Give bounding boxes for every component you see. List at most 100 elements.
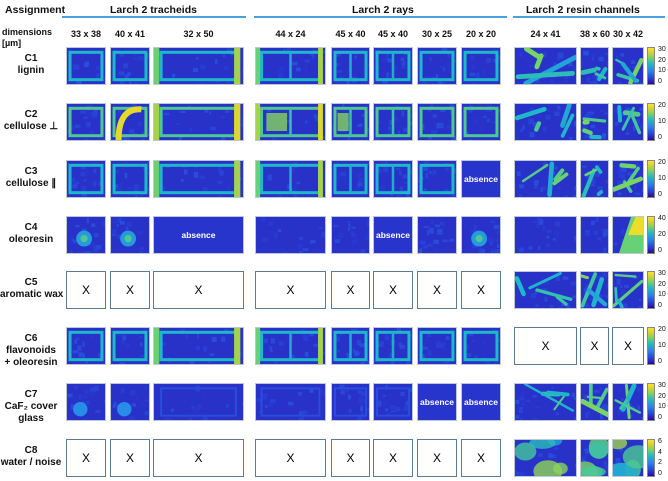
map-wall	[515, 106, 547, 121]
map-speckle	[542, 51, 547, 56]
map-speckle	[396, 328, 402, 332]
map-speckle	[482, 69, 486, 75]
map-speckle	[564, 195, 568, 197]
map-speckle	[90, 390, 95, 396]
raman-map-image	[515, 384, 576, 420]
map-speckle	[518, 247, 524, 253]
map-speckle	[605, 464, 608, 469]
map-speckle	[521, 403, 525, 407]
map-speckle	[388, 131, 391, 135]
map-speckle	[77, 252, 80, 253]
map-wall	[515, 276, 526, 297]
map-speckle	[489, 241, 494, 246]
map-speckle	[585, 284, 591, 291]
map-speckle	[581, 459, 585, 462]
map-speckle	[546, 235, 550, 239]
raman-map-image	[332, 384, 369, 420]
map-speckle	[597, 186, 604, 190]
map-speckle	[360, 414, 365, 420]
map-speckle	[84, 389, 90, 395]
map-speckle	[526, 399, 531, 403]
dimensions-label-line2: [µm]	[2, 38, 22, 48]
map-speckle	[406, 361, 410, 364]
map-speckle	[101, 83, 104, 84]
map-speckle	[225, 110, 230, 113]
raman-map-cell	[331, 47, 370, 85]
map-speckle	[439, 65, 445, 69]
map-speckle	[533, 418, 538, 420]
colorbar	[647, 271, 655, 309]
map-speckle	[551, 454, 557, 459]
map-speckle	[602, 251, 607, 253]
map-speckle	[357, 173, 362, 178]
map-speckle	[493, 225, 500, 230]
map-speckle	[617, 81, 622, 84]
map-wall	[614, 273, 637, 278]
map-wall	[581, 274, 589, 280]
map-speckle	[96, 419, 102, 420]
raman-map-image	[67, 161, 105, 197]
map-speckle	[589, 81, 595, 84]
raman-map-image	[515, 217, 576, 253]
map-speckle	[409, 54, 412, 61]
map-speckle	[84, 169, 90, 175]
map-speckle	[620, 229, 625, 235]
map-speckle	[632, 126, 636, 131]
map-speckle	[588, 161, 591, 165]
map-speckle	[263, 338, 268, 344]
map-wall	[234, 161, 241, 197]
map-speckle	[84, 139, 90, 140]
map-speckle	[315, 116, 321, 122]
map-speckle	[135, 194, 138, 197]
raman-map-cell	[373, 160, 413, 198]
map-speckle	[557, 52, 564, 59]
raman-map-cell	[331, 327, 370, 365]
map-speckle	[277, 194, 283, 197]
colorbar-tick-label: 0	[658, 470, 662, 477]
map-speckle	[395, 167, 401, 171]
raman-map-cell	[461, 47, 501, 85]
map-speckle	[71, 238, 75, 242]
map-speckle	[226, 79, 229, 84]
map-background	[111, 161, 149, 197]
map-speckle	[73, 64, 80, 71]
raman-map-image	[613, 272, 643, 308]
map-speckle	[619, 173, 626, 178]
map-speckle	[603, 232, 608, 238]
map-speckle	[283, 251, 288, 253]
row-name: cellulose ∥	[5, 178, 57, 189]
map-speckle	[472, 118, 479, 125]
column-dimension-label: 24 x 41	[530, 29, 561, 39]
map-speckle	[536, 180, 540, 183]
map-speckle	[584, 231, 590, 237]
raman-map-image	[256, 384, 325, 420]
map-wall	[376, 387, 410, 417]
map-speckle	[140, 402, 145, 407]
map-speckle	[403, 127, 409, 133]
not-applicable-mark: X	[194, 283, 203, 297]
colorbar-tick-label: 4	[658, 448, 662, 456]
map-speckle	[116, 112, 121, 118]
map-background	[154, 217, 243, 253]
map-speckle	[621, 289, 626, 296]
map-speckle	[195, 345, 200, 350]
not-applicable-cell: X	[612, 327, 644, 365]
map-wall	[419, 330, 455, 362]
map-speckle	[616, 180, 623, 186]
map-speckle	[561, 303, 567, 307]
map-speckle	[309, 53, 315, 56]
map-speckle	[199, 175, 206, 180]
raman-map-image	[111, 384, 149, 420]
map-wall	[160, 387, 237, 417]
map-speckle	[359, 343, 366, 348]
map-speckle	[516, 171, 521, 177]
map-speckle	[410, 395, 412, 399]
raman-map-image	[154, 48, 243, 84]
map-speckle	[534, 290, 538, 294]
map-wall	[553, 168, 565, 182]
map-speckle	[486, 118, 491, 123]
colorbar-tick-label: 0	[658, 358, 662, 365]
map-speckle	[119, 80, 125, 84]
map-speckle	[264, 166, 268, 169]
map-speckle	[446, 239, 451, 242]
